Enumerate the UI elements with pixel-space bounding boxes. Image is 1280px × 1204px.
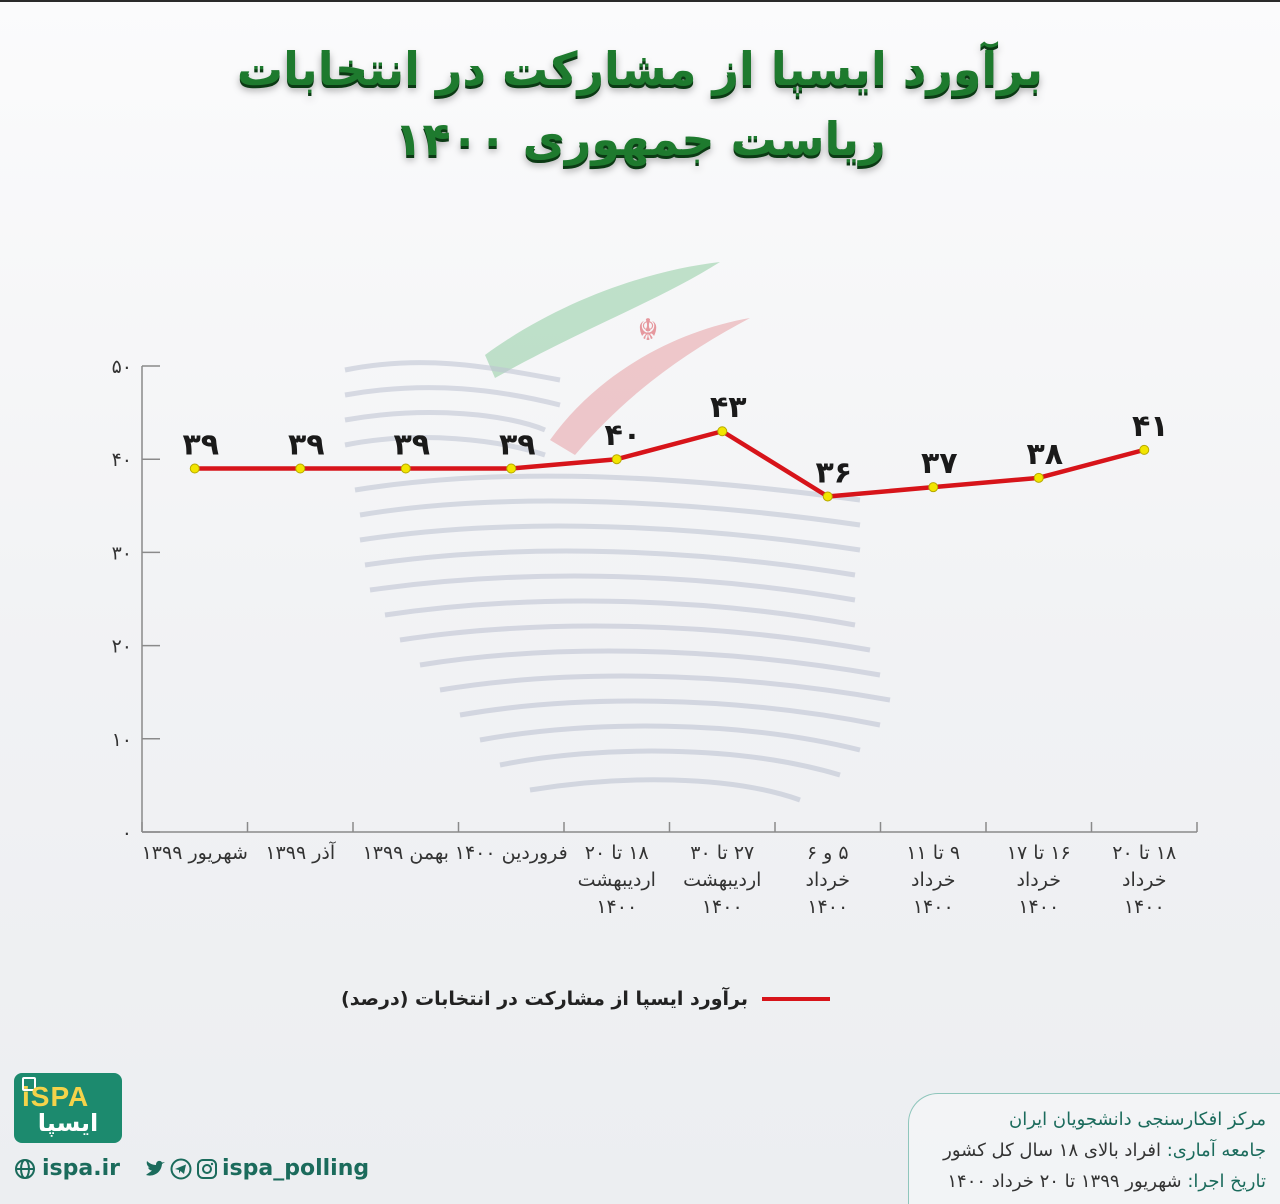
data-label: ۳۶ bbox=[815, 455, 852, 490]
flag-green-stroke bbox=[485, 262, 720, 378]
x-tick-label-line: خرداد bbox=[805, 869, 850, 891]
instagram-icon[interactable] bbox=[196, 1158, 218, 1180]
x-tick-label: شهریور ۱۳۹۹ bbox=[130, 840, 260, 867]
data-label: ۴۳ bbox=[710, 390, 747, 425]
data-label: ۳۹ bbox=[499, 428, 536, 463]
legend-label: برآورد ایسپا از مشارکت در انتخابات (درصد… bbox=[341, 988, 748, 1010]
x-tick-label: ۲۷ تا ۳۰ اردیبهشت ۱۴۰۰ bbox=[657, 840, 787, 921]
organization-name: مرکز افکارسنجی دانشجویان ایران bbox=[1009, 1109, 1266, 1130]
date-value: شهریور ۱۳۹۹ تا ۲۰ خرداد ۱۴۰۰ bbox=[947, 1171, 1188, 1192]
ispa-logo: iSPA ایسپا bbox=[14, 1073, 122, 1143]
x-tick-label-line: ۱۸ تا ۲۰ bbox=[584, 842, 649, 864]
x-tick-label-line: ۲۷ تا ۳۰ bbox=[690, 842, 755, 864]
data-label: ۳۸ bbox=[1026, 437, 1063, 472]
x-tick-label-line: ۹ تا ۱۱ bbox=[906, 842, 961, 864]
x-tick-label-line: ۱۴۰۰ bbox=[807, 896, 849, 918]
data-label: ۳۷ bbox=[921, 446, 958, 481]
social-handle: ispa_polling bbox=[222, 1156, 370, 1181]
x-tick-label: ۱۶ تا ۱۷ خرداد ۱۴۰۰ bbox=[974, 840, 1104, 921]
x-tick-label: ۱۸ تا ۲۰ خرداد ۱۴۰۰ bbox=[1079, 840, 1209, 921]
x-tick-label-line: ۱۶ تا ۱۷ bbox=[1006, 842, 1071, 864]
legend-swatch bbox=[762, 997, 830, 1001]
data-label: ۳۹ bbox=[182, 428, 219, 463]
social-links[interactable]: ispa_polling bbox=[144, 1156, 369, 1181]
x-tick-label-line: ۵ و ۶ bbox=[806, 842, 849, 864]
fingerprint-map bbox=[344, 360, 891, 803]
x-tick-label-line: ۱۴۰۰ bbox=[701, 896, 743, 918]
data-label: ۳۹ bbox=[288, 428, 325, 463]
x-tick-label-line: اردیبهشت bbox=[683, 869, 762, 891]
y-tick-label: ۴۰ bbox=[112, 449, 132, 471]
series-layer: ۳۹ ۳۹ ۳۹ ۳۹ ۴۰ ۴۳ ۳۶ ۳۷ ۳۸ ۴۱ bbox=[182, 390, 1169, 502]
legend: برآورد ایسپا از مشارکت در انتخابات (درصد… bbox=[330, 988, 830, 1010]
x-tick-label-line: فروردین ۱۴۰۰ bbox=[454, 842, 568, 864]
data-label: ۴۱ bbox=[1132, 409, 1169, 444]
x-tick-label: آذر ۱۳۹۹ bbox=[235, 840, 365, 867]
x-tick-label: فروردین ۱۴۰۰ bbox=[446, 840, 576, 867]
data-label: ۳۹ bbox=[393, 428, 430, 463]
x-tick-label-line: اردیبهشت bbox=[577, 869, 656, 891]
telegram-icon[interactable] bbox=[170, 1158, 192, 1180]
series-line bbox=[194, 428, 1145, 499]
x-tick-label: ۹ تا ۱۱ خرداد ۱۴۰۰ bbox=[868, 840, 998, 921]
y-tick-label: ۳۰ bbox=[112, 542, 132, 564]
y-tick-label: ۰ bbox=[122, 822, 132, 844]
chart-title-line-2: ریاست جمهوری ۱۴۰۰ bbox=[394, 112, 886, 166]
data-point bbox=[1139, 444, 1150, 455]
x-tick-label-line: ۱۴۰۰ bbox=[1123, 896, 1165, 918]
data-point bbox=[717, 426, 728, 437]
website-link[interactable]: ispa.ir bbox=[14, 1156, 120, 1181]
x-tick-label-line: ۱۴۰۰ bbox=[1018, 896, 1060, 918]
x-tick-label-line: بهمن ۱۳۹۹ bbox=[362, 842, 449, 864]
survey-info-box: مرکز افکارسنجی دانشجویان ایران جامعه آما… bbox=[908, 1093, 1280, 1204]
x-tick-label: ۵ و ۶ خرداد ۱۴۰۰ bbox=[763, 840, 893, 921]
y-tick-label: ۱۰ bbox=[112, 729, 132, 751]
data-point bbox=[295, 463, 306, 474]
top-border bbox=[0, 0, 1280, 2]
date-key: تاریخ اجرا: bbox=[1187, 1171, 1266, 1192]
twitter-icon[interactable] bbox=[144, 1158, 166, 1180]
data-point bbox=[506, 463, 517, 474]
x-tick-label-line: آذر ۱۳۹۹ bbox=[265, 842, 336, 864]
checkbox-icon bbox=[22, 1077, 36, 1091]
logo-text-en: iSPA bbox=[22, 1081, 90, 1112]
data-point bbox=[189, 463, 200, 474]
website-text: ispa.ir bbox=[42, 1156, 120, 1181]
x-tick-label: بهمن ۱۳۹۹ bbox=[341, 840, 471, 867]
globe-icon bbox=[15, 1158, 35, 1179]
emblem-icon: ☬ bbox=[637, 313, 658, 348]
chart-title-line-1: برآورد ایسپا از مشارکت در انتخابات bbox=[236, 42, 1044, 96]
x-tick-label: ۱۸ تا ۲۰ اردیبهشت ۱۴۰۰ bbox=[552, 840, 682, 921]
x-tick-label-line: خرداد bbox=[1016, 869, 1061, 891]
x-tick-label-line: خرداد bbox=[1122, 869, 1167, 891]
population-value: افراد بالای ۱۸ سال کل کشور bbox=[943, 1140, 1167, 1161]
background-decoration: ☬ bbox=[344, 262, 891, 803]
y-tick-label: ۲۰ bbox=[112, 636, 132, 658]
data-point bbox=[928, 482, 939, 493]
axes bbox=[141, 366, 1198, 833]
population-key: جامعه آماری: bbox=[1166, 1140, 1266, 1161]
y-tick-label: ۵۰ bbox=[112, 356, 132, 378]
x-tick-label-line: ۱۸ تا ۲۰ bbox=[1112, 842, 1177, 864]
data-point bbox=[1033, 472, 1044, 483]
data-point bbox=[611, 454, 622, 465]
flag-red-stroke bbox=[550, 318, 750, 455]
x-tick-label-line: شهریور ۱۳۹۹ bbox=[141, 842, 248, 864]
data-point bbox=[400, 463, 411, 474]
date-row: تاریخ اجرا: شهریور ۱۳۹۹ تا ۲۰ خرداد ۱۴۰۰ bbox=[909, 1166, 1266, 1197]
x-tick-label-line: ۱۴۰۰ bbox=[596, 896, 638, 918]
x-tick-label-line: ۱۴۰۰ bbox=[912, 896, 954, 918]
population-row: جامعه آماری: افراد بالای ۱۸ سال کل کشور bbox=[909, 1135, 1266, 1166]
data-label: ۴۰ bbox=[604, 418, 641, 453]
x-tick-label-line: خرداد bbox=[911, 869, 956, 891]
data-point bbox=[822, 491, 833, 502]
y-axis-ticks: ۰ ۱۰ ۲۰ ۳۰ ۴۰ ۵۰ bbox=[112, 356, 160, 844]
logo-text-fa: ایسپا bbox=[37, 1109, 99, 1137]
